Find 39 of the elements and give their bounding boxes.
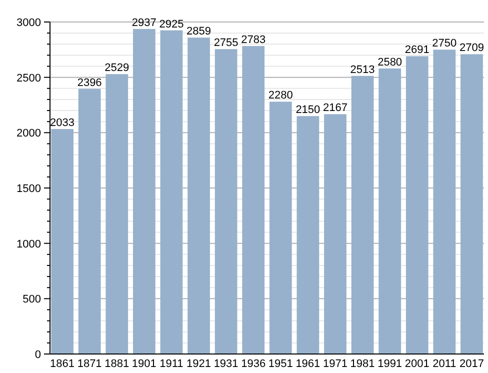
data-label: 2859	[186, 26, 212, 38]
y-tick-label: 1000	[16, 238, 41, 250]
y-tick-label: 1500	[16, 183, 41, 195]
data-label: 2280	[268, 90, 293, 102]
y-tick-label: 0	[34, 349, 41, 361]
x-tick-label: 1921	[186, 358, 212, 370]
x-tick-label: 2011	[432, 358, 456, 370]
x-tick-label: 1991	[378, 358, 402, 370]
data-label: 2396	[77, 76, 102, 89]
data-label: 2167	[322, 102, 348, 114]
data-label: 2755	[214, 37, 238, 50]
data-label: 2580	[378, 56, 402, 68]
data-label: 2937	[132, 16, 156, 29]
x-tick-label: 1931	[214, 358, 238, 370]
data-label: 2033	[50, 117, 75, 130]
x-tick-label: 1951	[268, 358, 293, 370]
data-label: 2783	[241, 34, 266, 46]
x-tick-label: 1936	[241, 358, 266, 370]
x-tick-label: 1971	[322, 358, 348, 370]
data-label: 2925	[159, 18, 184, 30]
y-tick-label: 500	[22, 294, 41, 306]
y-tick-label: 2000	[16, 128, 41, 140]
x-tick-label: 1871	[77, 358, 102, 370]
y-tick-label: 3000	[16, 17, 41, 29]
data-label: 2529	[104, 62, 130, 74]
y-tick-label: 2500	[16, 72, 41, 84]
x-tick-label: 1901	[132, 358, 156, 370]
x-tick-label: 2001	[404, 358, 430, 370]
x-tick-label: 2017	[459, 358, 484, 370]
data-label: 2150	[296, 104, 320, 116]
x-tick-label: 1961	[296, 358, 320, 370]
data-label: 2750	[432, 38, 457, 50]
data-label: 2691	[404, 44, 430, 56]
data-label: 2513	[350, 64, 375, 76]
data-label: 2709	[459, 42, 484, 54]
x-tick-label: 1861	[50, 358, 75, 370]
x-tick-label: 1881	[104, 358, 130, 370]
x-tick-label: 1911	[160, 358, 184, 370]
x-tick-label: 1981	[350, 358, 375, 370]
